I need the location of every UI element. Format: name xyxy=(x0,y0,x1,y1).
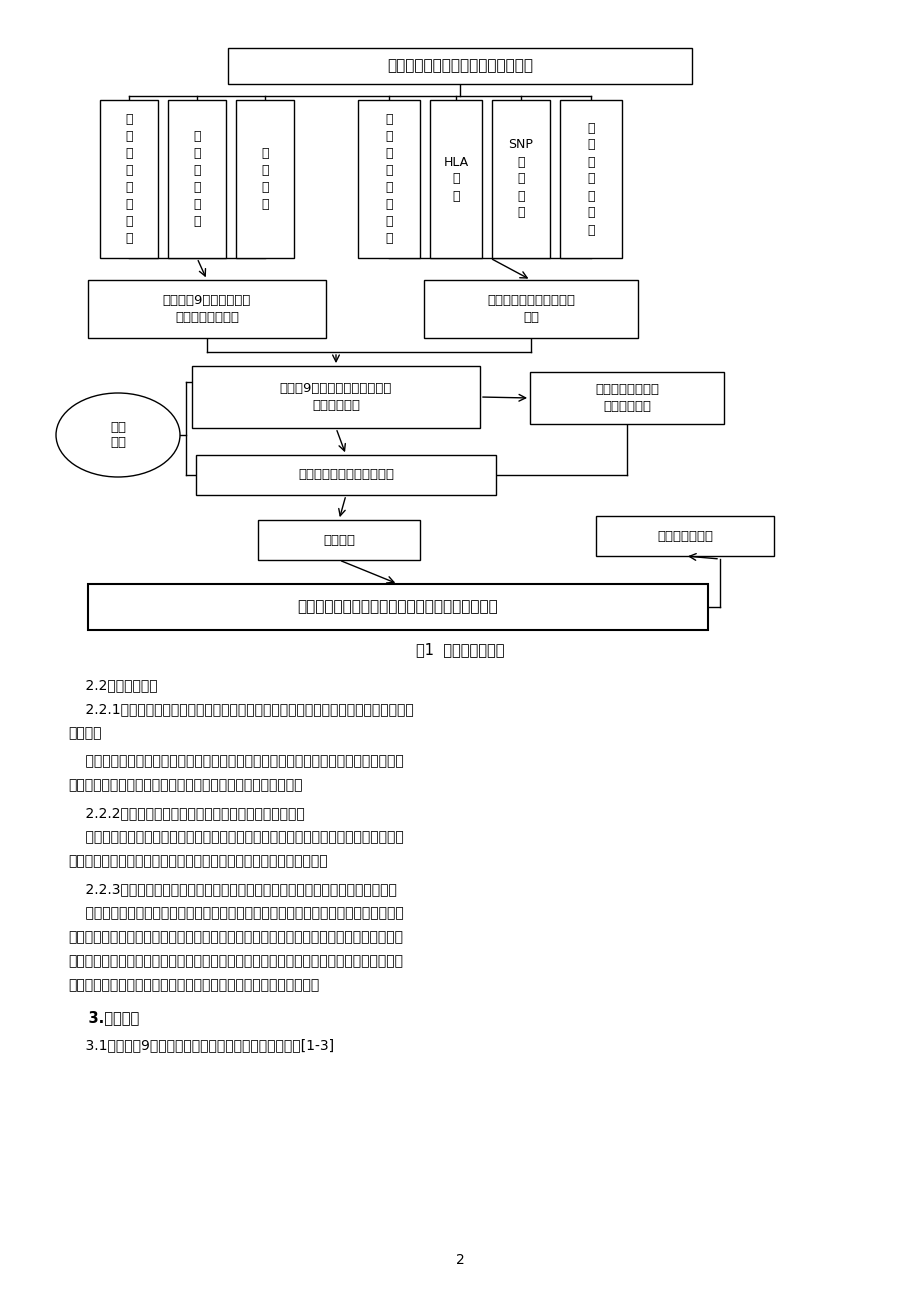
Bar xyxy=(596,516,773,556)
Text: SNP
芯
片
检
测: SNP 芯 片 检 测 xyxy=(508,138,533,220)
Bar xyxy=(357,100,420,258)
Text: 2.2具体研究方法: 2.2具体研究方法 xyxy=(68,678,157,691)
Text: 质类型概念及诊断表述依据，为编制量表和标准奠定理论基础。: 质类型概念及诊断表述依据，为编制量表和标准奠定理论基础。 xyxy=(68,779,302,792)
Text: 3.1提出中医9种基本体质分类的概念及其诊断表述依据[1-3]: 3.1提出中医9种基本体质分类的概念及其诊断表述依据[1-3] xyxy=(68,1038,334,1052)
Text: 2: 2 xyxy=(455,1253,464,1267)
Text: 2.2.3开发体质分类量表和建立体质判定标准，为体质分类提供标准化工具和方法: 2.2.3开发体质分类量表和建立体质判定标准，为体质分类提供标准化工具和方法 xyxy=(68,881,396,896)
Text: 以中医体质理论为指导，从充分体现中医体质类型概念内涵入手，严格按照量表编制的: 以中医体质理论为指导，从充分体现中医体质类型概念内涵入手，严格按照量表编制的 xyxy=(68,906,403,921)
Bar xyxy=(529,372,723,424)
Text: 文
献
学
信
息
学
研
究: 文 献 学 信 息 学 研 究 xyxy=(125,113,132,245)
Text: 专家咨询讨论，建立适于自我评价的体质判定标准，进行推广应用。: 专家咨询讨论，建立适于自我评价的体质判定标准，进行推广应用。 xyxy=(68,978,319,992)
Bar xyxy=(560,100,621,258)
Bar xyxy=(88,585,708,630)
Text: 多学科交叉的中医体质分类研究方法: 多学科交叉的中医体质分类研究方法 xyxy=(387,59,532,73)
Text: 3.研究结果: 3.研究结果 xyxy=(68,1010,139,1025)
Bar xyxy=(196,454,495,495)
Bar xyxy=(168,100,226,258)
Text: 2.2.1运用文献信息学方法，结合流行病学调查，提出中医基本体质类型概念及其诊断: 2.2.1运用文献信息学方法，结合流行病学调查，提出中医基本体质类型概念及其诊断 xyxy=(68,702,414,716)
Bar xyxy=(429,100,482,258)
Text: 《中医9种基本体质分类量表》
的编制与评价: 《中医9种基本体质分类量表》 的编制与评价 xyxy=(279,381,391,411)
Text: 通过检索古代及现代文献，并结合多次流行病学调查和临床观察，总结提炼中医基本体: 通过检索古代及现代文献，并结合多次流行病学调查和临床观察，总结提炼中医基本体 xyxy=(68,754,403,768)
Bar xyxy=(424,280,637,339)
Text: HLA
检
测: HLA 检 测 xyxy=(443,155,468,203)
Ellipse shape xyxy=(56,393,180,477)
Text: 全国大样本流调、临床应用: 全国大样本流调、临床应用 xyxy=(298,469,393,482)
Bar xyxy=(228,48,691,85)
Text: 技术方法进行体质类型的生物学内涵研究，为体质分类提供客观依据。: 技术方法进行体质类型的生物学内涵研究，为体质分类提供客观依据。 xyxy=(68,854,327,868)
Text: 2.2.2运用现代科学技术方法，为体质分类提供客观依据: 2.2.2运用现代科学技术方法，为体质分类提供客观依据 xyxy=(68,806,304,820)
Text: 为中医体质分类提供客观
依据: 为中医体质分类提供客观 依据 xyxy=(486,294,574,324)
Bar xyxy=(100,100,158,258)
Text: 流
行
病
学
调
查: 流 行 病 学 调 查 xyxy=(193,130,200,228)
Text: 提出中医9种基本体质分
类及诊断表述依据: 提出中医9种基本体质分 类及诊断表述依据 xyxy=(163,294,251,324)
Text: 国内外推广应用: 国内外推广应用 xyxy=(656,530,712,543)
Text: 聚
类
分
析: 聚 类 分 析 xyxy=(261,147,268,211)
Text: 质量
控制: 质量 控制 xyxy=(110,421,126,449)
Text: 全
基
因
芯
片
检
测: 全 基 因 芯 片 检 测 xyxy=(586,121,594,237)
Text: 科学方法和程序，编制可以对体质类型进行科学评价的测量工具，并应用心理测量学方法，: 科学方法和程序，编制可以对体质类型进行科学评价的测量工具，并应用心理测量学方法， xyxy=(68,930,403,944)
Bar xyxy=(257,519,420,560)
Text: 对量表的信度、效度进行评价。在量表性能评价良好的基础上，结合大样本流行病学调查、: 对量表的信度、效度进行评价。在量表性能评价良好的基础上，结合大样本流行病学调查、 xyxy=(68,954,403,967)
Text: 建立《中医体质分类与判断》标准，形成学会标准: 建立《中医体质分类与判断》标准，形成学会标准 xyxy=(298,599,498,615)
Text: 相
关
生
化
指
标
检
测: 相 关 生 化 指 标 检 测 xyxy=(385,113,392,245)
Bar xyxy=(192,366,480,428)
Bar xyxy=(88,280,325,339)
Text: 表述依据: 表述依据 xyxy=(68,727,101,740)
Text: 初步制定中医体质
分类判断标准: 初步制定中医体质 分类判断标准 xyxy=(595,383,658,413)
Text: 统计分析: 统计分析 xyxy=(323,534,355,547)
Text: 图1  总体研究路线图: 图1 总体研究路线图 xyxy=(415,642,504,658)
Text: 在中医基本体质类型概念确立的情况下，综合运用分子生物学、免疫遗传学等现代科学: 在中医基本体质类型概念确立的情况下，综合运用分子生物学、免疫遗传学等现代科学 xyxy=(68,829,403,844)
Bar xyxy=(492,100,550,258)
Bar xyxy=(236,100,294,258)
